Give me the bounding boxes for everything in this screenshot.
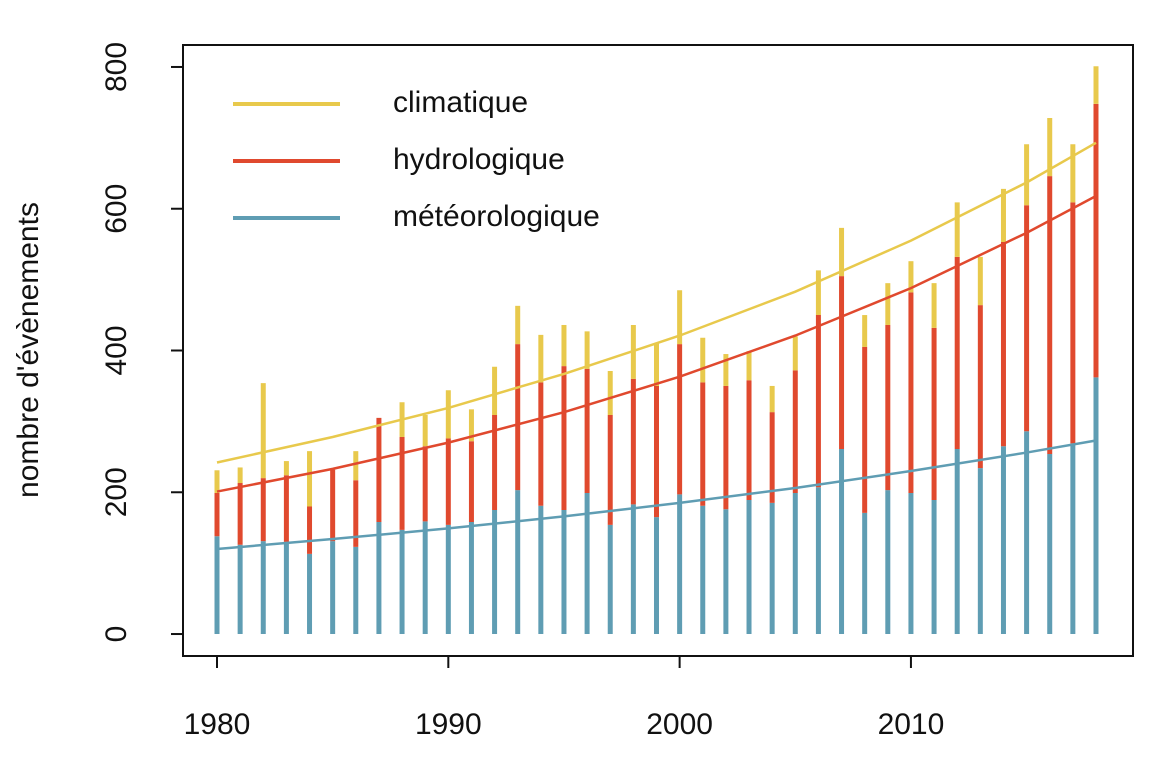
legend-label: climatique <box>393 86 528 119</box>
x-tick-label: 1990 <box>415 708 482 741</box>
trend-line <box>216 439 1097 551</box>
legend-label: hydrologique <box>393 143 565 176</box>
trend-line <box>216 141 1097 464</box>
y-tick-label: 400 <box>100 325 133 375</box>
y-axis-label: nombre d'évènements <box>12 202 45 498</box>
y-tick-label: 0 <box>100 626 133 643</box>
y-tick-label: 200 <box>100 467 133 517</box>
y-tick-label: 600 <box>100 184 133 234</box>
legend-label: météorologique <box>393 200 600 233</box>
x-tick-label: 2000 <box>646 708 713 741</box>
trend-line <box>216 194 1097 493</box>
x-tick-label: 2010 <box>878 708 945 741</box>
x-tick-label: 1980 <box>184 708 251 741</box>
y-tick-label: 800 <box>100 42 133 92</box>
